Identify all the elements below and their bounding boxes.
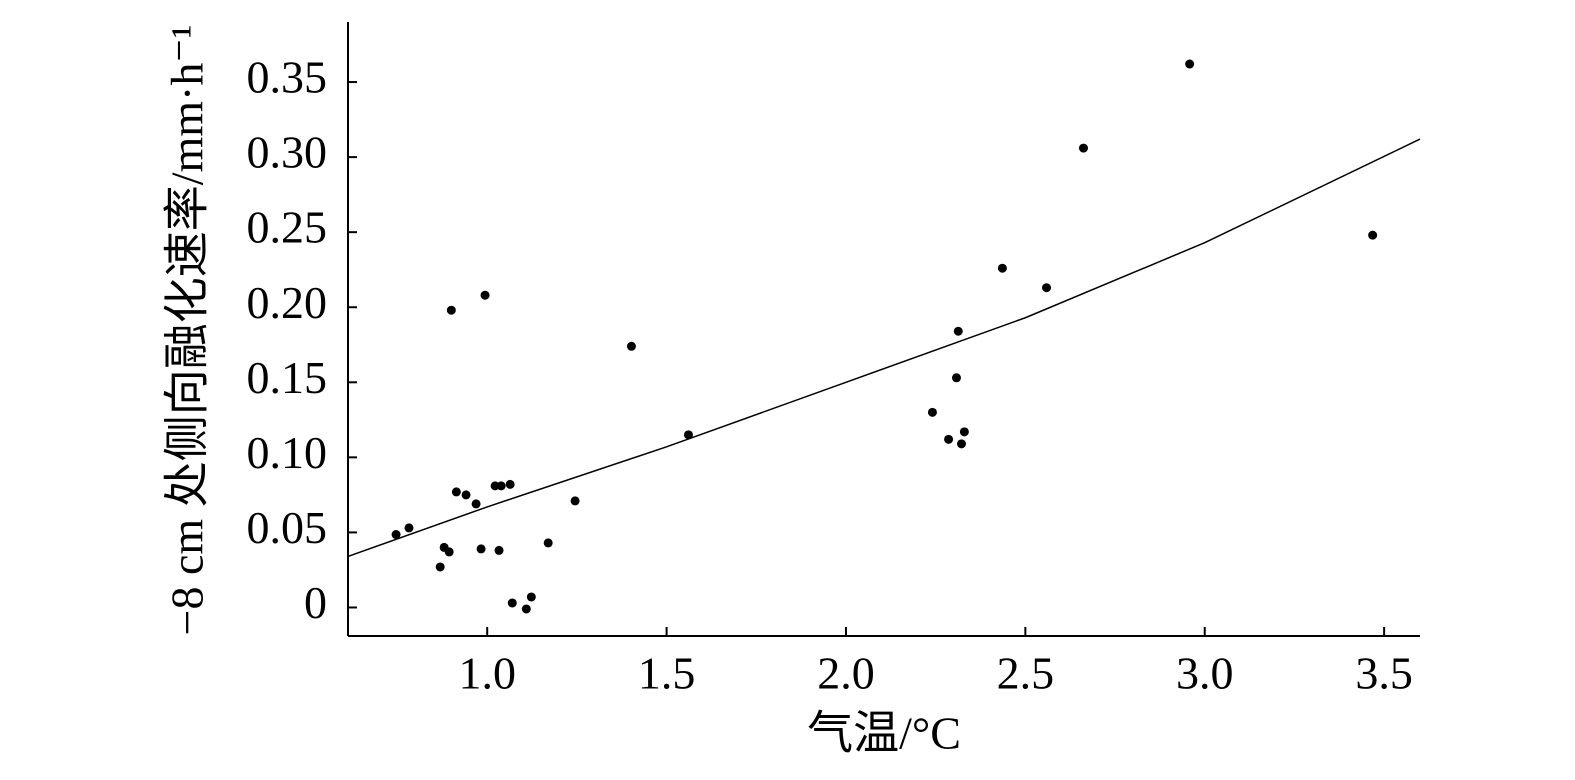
x-axis-label: 气温/°C bbox=[807, 708, 961, 759]
point bbox=[480, 290, 490, 300]
x-tick-label: 3.5 bbox=[1355, 648, 1413, 699]
point bbox=[526, 592, 536, 602]
point bbox=[521, 604, 531, 614]
y-tick-label: 0.20 bbox=[247, 277, 328, 328]
y-tick-label: 0.30 bbox=[247, 127, 328, 178]
point bbox=[951, 373, 961, 383]
point bbox=[626, 341, 636, 351]
point bbox=[476, 544, 486, 554]
point bbox=[461, 490, 471, 500]
point bbox=[953, 326, 963, 336]
y-tick-label: 0.05 bbox=[247, 502, 328, 553]
y-tick-label: 0.35 bbox=[247, 52, 328, 103]
point bbox=[1368, 230, 1378, 240]
point bbox=[404, 523, 414, 533]
point bbox=[435, 562, 445, 572]
point bbox=[494, 545, 504, 555]
point bbox=[956, 439, 966, 449]
y-axis-label: −8 cm 处侧向融化速率/mm·h⁻¹ bbox=[162, 25, 213, 636]
fit-curve bbox=[347, 138, 1421, 558]
x-tick-label: 2.5 bbox=[997, 648, 1055, 699]
x-tick-label: 1.0 bbox=[458, 648, 516, 699]
point bbox=[997, 263, 1007, 273]
point bbox=[471, 499, 481, 509]
point bbox=[507, 598, 517, 608]
point bbox=[570, 496, 580, 506]
point bbox=[444, 547, 454, 557]
point bbox=[496, 481, 506, 491]
point bbox=[446, 305, 456, 315]
point bbox=[1185, 59, 1195, 69]
point bbox=[683, 430, 693, 440]
y-tick-label: 0.15 bbox=[247, 352, 328, 403]
point bbox=[505, 479, 515, 489]
point bbox=[959, 427, 969, 437]
x-tick-label: 3.0 bbox=[1176, 648, 1234, 699]
point bbox=[543, 538, 553, 548]
x-tick-label: 1.5 bbox=[638, 648, 696, 699]
y-tick-label: 0.25 bbox=[247, 202, 328, 253]
point bbox=[451, 487, 461, 497]
x-tick-label: 2.0 bbox=[817, 648, 875, 699]
point bbox=[391, 530, 401, 540]
point bbox=[1042, 283, 1052, 293]
point bbox=[927, 407, 937, 417]
y-tick-label: 0.10 bbox=[247, 427, 328, 478]
point bbox=[944, 434, 954, 444]
y-tick-label: 0 bbox=[304, 577, 327, 628]
point bbox=[1078, 143, 1088, 153]
